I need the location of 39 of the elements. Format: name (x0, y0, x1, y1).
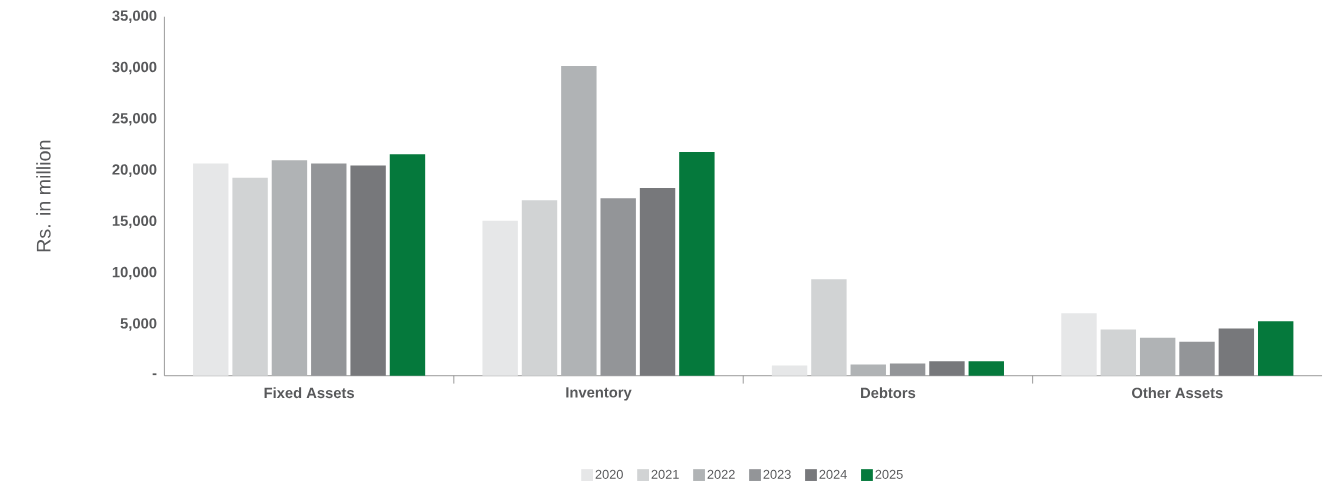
bar (193, 163, 229, 376)
bar (1100, 329, 1137, 376)
legend-label: 2023 (763, 469, 791, 479)
y-axis-title: Rs. in million (36, 140, 51, 252)
bar (389, 154, 426, 376)
x-tick-label: Inventory (566, 387, 632, 401)
y-tick-label: 5,000 (120, 318, 157, 331)
legend-label: 2025 (875, 469, 903, 479)
y-tick-label: - (152, 373, 157, 376)
bar (232, 177, 268, 376)
bar (850, 364, 886, 376)
legend-label: 2021 (651, 469, 679, 479)
bar (811, 279, 847, 376)
y-tick-label: 35,000 (112, 10, 157, 24)
x-tick-label: Fixed Assets (264, 387, 354, 399)
y-tick-label: 10,000 (112, 266, 157, 280)
bar (968, 361, 1004, 376)
y-tick-label: 30,000 (112, 61, 157, 75)
bar (889, 363, 926, 376)
bar (311, 163, 347, 376)
bar (1257, 321, 1294, 376)
bar (1179, 341, 1215, 376)
y-tick-label: 15,000 (112, 215, 157, 229)
bar (771, 365, 808, 376)
bar (271, 160, 308, 376)
bar (521, 200, 558, 376)
legend-label: 2024 (819, 469, 847, 479)
x-tick-label: Other Assets (1132, 387, 1223, 399)
x-tick-label: Debtors (861, 387, 916, 399)
legend-label: 2020 (595, 469, 623, 479)
legend-label: 2022 (707, 469, 735, 479)
bar (1061, 313, 1097, 376)
bar (561, 66, 597, 376)
bar (600, 198, 636, 376)
y-tick-label: 20,000 (112, 164, 157, 177)
bar (482, 220, 518, 376)
bar (679, 152, 715, 376)
bar (1139, 337, 1176, 376)
y-tick-label: 25,000 (112, 113, 157, 126)
